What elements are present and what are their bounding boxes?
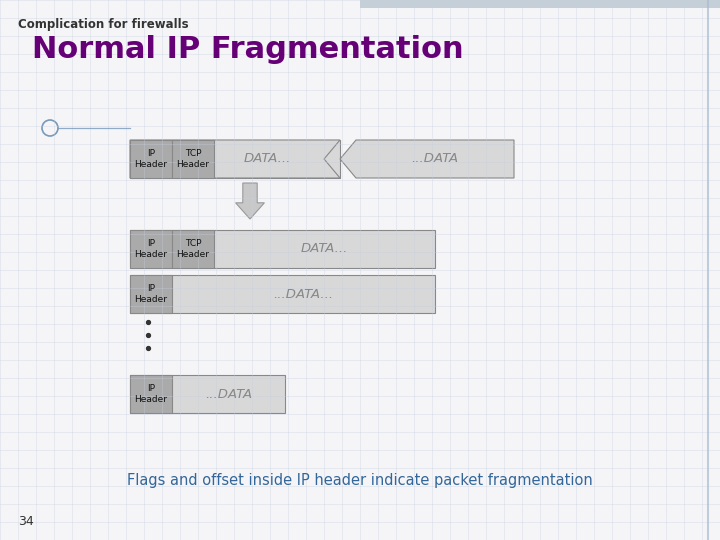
Text: IP
Header: IP Header xyxy=(135,149,168,168)
FancyBboxPatch shape xyxy=(360,0,720,8)
Polygon shape xyxy=(130,140,340,178)
Text: 34: 34 xyxy=(18,515,34,528)
Text: Normal IP Fragmentation: Normal IP Fragmentation xyxy=(32,35,464,64)
FancyBboxPatch shape xyxy=(130,140,172,178)
FancyBboxPatch shape xyxy=(172,140,214,178)
Text: ...DATA: ...DATA xyxy=(205,388,252,401)
FancyBboxPatch shape xyxy=(130,140,340,178)
Text: ...DATA...: ...DATA... xyxy=(274,287,333,300)
Polygon shape xyxy=(340,140,514,178)
Text: ...DATA: ...DATA xyxy=(411,152,459,165)
FancyBboxPatch shape xyxy=(172,230,214,268)
Text: TCP
Header: TCP Header xyxy=(176,149,210,168)
Polygon shape xyxy=(235,183,264,219)
FancyBboxPatch shape xyxy=(130,230,172,268)
Text: IP
Header: IP Header xyxy=(135,239,168,259)
Text: DATA...: DATA... xyxy=(243,152,291,165)
Text: IP
Header: IP Header xyxy=(135,384,168,404)
Text: DATA...: DATA... xyxy=(301,242,348,255)
FancyBboxPatch shape xyxy=(130,230,435,268)
Text: IP
Header: IP Header xyxy=(135,284,168,303)
FancyBboxPatch shape xyxy=(130,275,172,313)
Text: Complication for firewalls: Complication for firewalls xyxy=(18,18,189,31)
FancyBboxPatch shape xyxy=(130,375,172,413)
Text: Flags and offset inside IP header indicate packet fragmentation: Flags and offset inside IP header indica… xyxy=(127,472,593,488)
FancyBboxPatch shape xyxy=(130,375,285,413)
FancyBboxPatch shape xyxy=(130,275,435,313)
Text: TCP
Header: TCP Header xyxy=(176,239,210,259)
